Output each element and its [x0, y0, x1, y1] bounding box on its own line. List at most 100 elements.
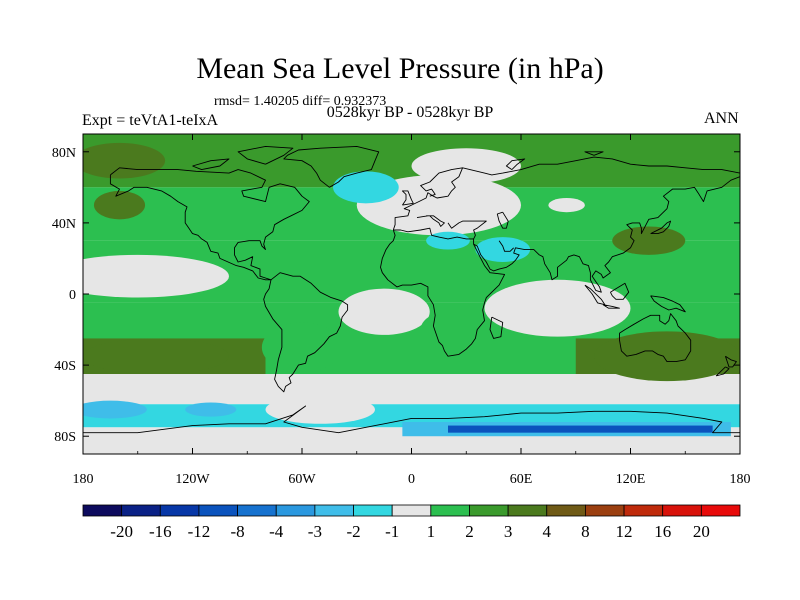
coastline-11	[496, 211, 509, 229]
coastline-2	[283, 145, 380, 188]
field-anomaly-10	[594, 331, 740, 382]
colorbar-label-14: 16	[654, 522, 671, 541]
season-label: ANN	[704, 110, 739, 127]
field-anomaly-1	[338, 288, 430, 335]
colorbar-swatch-1	[121, 504, 161, 517]
x-tick-label-5: 120E	[616, 472, 646, 487]
axis-ticks: 180 120W 60W 0 60E 120E 180 80N 40N 0 40S 80S	[52, 134, 751, 487]
pressure-field	[83, 134, 740, 454]
colorbar-swatch-16	[700, 504, 741, 517]
field-zone-7	[83, 404, 740, 428]
field-anomaly-5	[426, 231, 470, 250]
field-anomaly-9	[93, 190, 146, 220]
field-anomaly-6	[475, 237, 531, 262]
field-anomaly-4	[333, 171, 399, 204]
field-anomaly-7	[548, 198, 585, 213]
colorbar-label-15: 20	[693, 522, 710, 541]
coastline-6	[416, 215, 445, 227]
colorbar-label-12: 8	[581, 522, 590, 541]
coastline-10	[498, 240, 515, 252]
coastline-8	[462, 156, 740, 176]
coastline-17	[650, 295, 686, 313]
coastline-16	[619, 313, 692, 363]
colorbar-swatch-3	[198, 504, 238, 517]
field-anomaly-11	[83, 338, 229, 374]
coastline-9	[473, 176, 740, 293]
colorbar-swatch-8	[391, 504, 432, 517]
field-anomaly-12	[83, 400, 147, 419]
coastline-25	[505, 158, 526, 170]
colorbar-label-2: -12	[188, 522, 211, 541]
colorbar-label-13: 12	[616, 522, 633, 541]
field-anomaly-18	[83, 142, 166, 179]
colorbar-swatch-2	[159, 504, 200, 517]
coastline-21	[83, 405, 740, 434]
colorbar-swatch-5	[275, 504, 316, 517]
colorbar-swatch-6	[314, 504, 354, 517]
colorbar-label-3: -8	[231, 522, 245, 541]
colorbar-label-9: 2	[465, 522, 474, 541]
x-tick-label-6: 180	[730, 472, 751, 487]
stats-line: rmsd= 1.40205 diff= 0.932373	[214, 94, 387, 109]
colorbar-label-8: 1	[427, 522, 436, 541]
colorbar-swatch-11	[507, 504, 548, 517]
colorbar-label-5: -3	[308, 522, 322, 541]
coastlines	[83, 145, 740, 434]
chart-title: Mean Sea Level Pressure (in hPa)	[196, 52, 604, 85]
colorbar-swatch-15	[662, 504, 702, 517]
colorbar-swatch-13	[585, 504, 625, 517]
experiment-label: Expt = teVtA1-teIxA	[82, 112, 219, 129]
coastline-3	[380, 227, 506, 357]
coastline-22	[237, 145, 294, 165]
colorbar-swatch-4	[237, 504, 277, 517]
coastline-7	[447, 220, 487, 240]
y-tick-label-2: 0	[69, 288, 76, 303]
coastline-20	[489, 316, 504, 339]
colorbar-label-10: 3	[504, 522, 513, 541]
colorbar-swatch-14	[623, 504, 664, 517]
colorbar-label-0: -20	[110, 522, 133, 541]
field-anomaly-13	[185, 402, 237, 417]
colorbar: -20 -16 -12 -8 -4 -3 -2 -1 1 2 3 4 8 12 16 20	[82, 504, 741, 541]
colorbar-swatch-10	[469, 504, 509, 517]
field-anomaly-15	[420, 311, 476, 348]
colorbar-swatch-12	[546, 504, 586, 517]
period-label: 0528kyr BP - 0528kyr BP	[326, 104, 494, 121]
colorbar-swatch-7	[353, 504, 393, 517]
coastline-23	[192, 158, 230, 171]
coastline-18	[724, 355, 737, 368]
coastline-24	[584, 151, 604, 156]
x-tick-label-2: 60W	[288, 472, 316, 487]
coastline-1	[263, 272, 349, 393]
colorbar-swatch-0	[82, 504, 123, 517]
coastline-13	[602, 304, 620, 309]
colorbar-label-11: 4	[543, 522, 552, 541]
coastline-5	[401, 190, 414, 206]
field-zone-10	[448, 425, 713, 433]
colorbar-label-1: -16	[149, 522, 172, 541]
field-zone-6	[83, 374, 740, 405]
coastline-19	[715, 366, 730, 377]
field-anomaly-2	[484, 279, 631, 337]
x-tick-label-4: 60E	[510, 472, 533, 487]
x-tick-label-3: 0	[408, 472, 415, 487]
colorbar-swatch-9	[430, 504, 470, 517]
field-anomaly-0	[83, 254, 229, 298]
field-anomaly-8	[612, 226, 686, 255]
x-tick-label-1: 120W	[175, 472, 210, 487]
field-anomaly-16	[265, 395, 375, 424]
y-tick-label-0: 80N	[52, 146, 76, 161]
field-anomaly-17	[411, 148, 521, 184]
x-tick-label-0: 180	[73, 472, 94, 487]
colorbar-label-6: -2	[346, 522, 360, 541]
field-anomaly-14	[261, 322, 343, 373]
y-tick-label-3: 40S	[54, 359, 76, 374]
y-tick-label-4: 80S	[54, 430, 76, 445]
coastline-15	[650, 220, 672, 235]
y-tick-label-1: 40N	[52, 217, 76, 232]
coastline-4	[392, 167, 464, 231]
colorbar-label-4: -4	[269, 522, 284, 541]
coastline-14	[610, 282, 630, 300]
colorbar-label-7: -1	[385, 522, 399, 541]
